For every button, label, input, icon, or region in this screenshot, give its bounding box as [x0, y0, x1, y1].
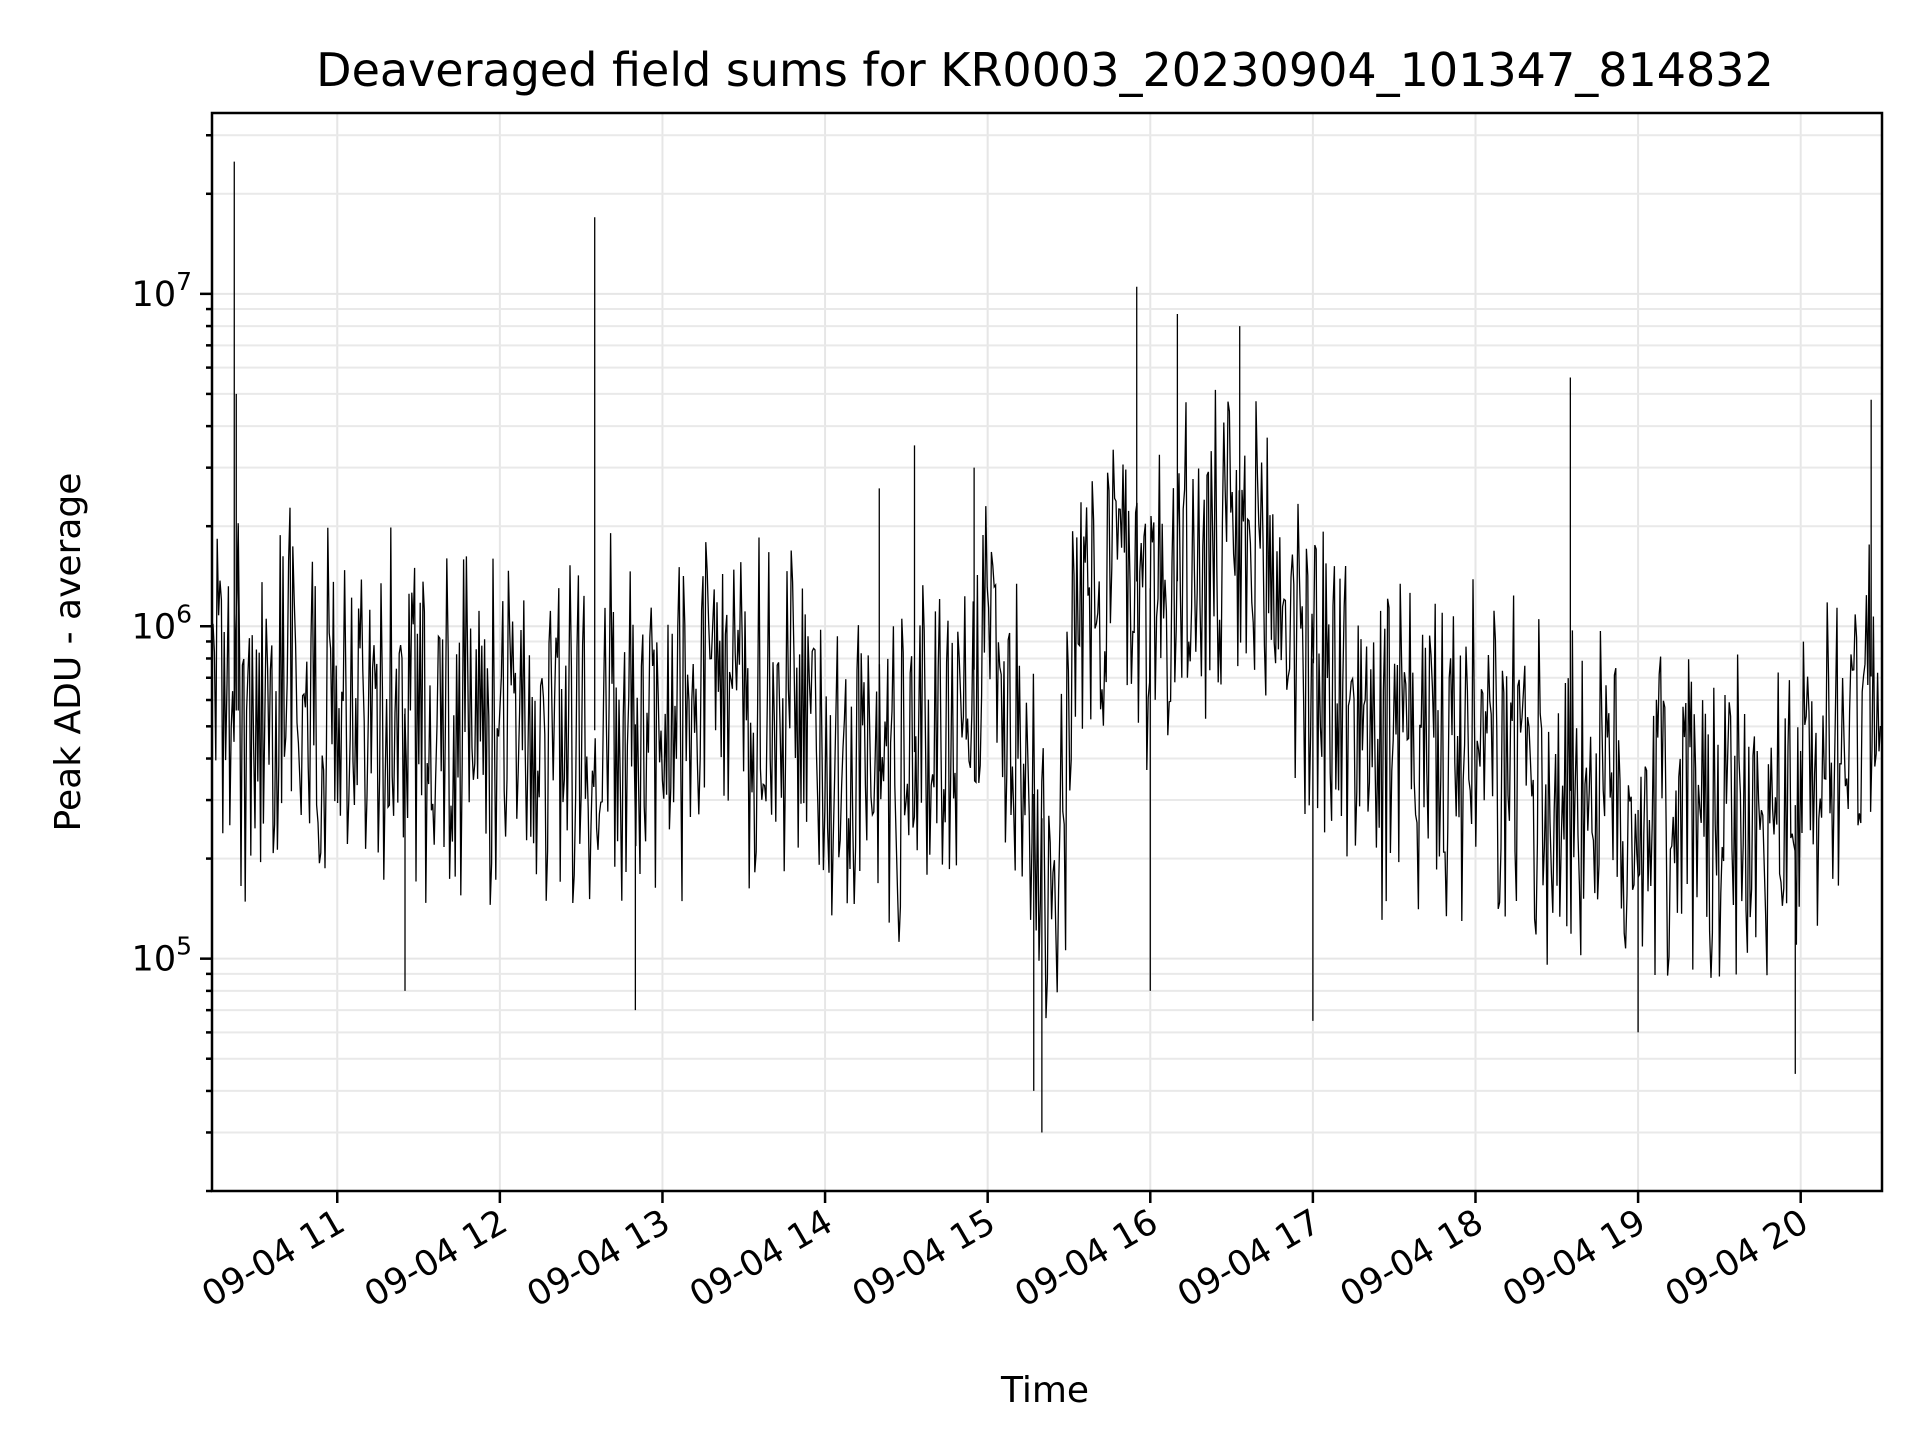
series-layer	[212, 161, 1882, 1133]
y-axis-label: Peak ADU - average	[48, 473, 89, 832]
chart-title: Deaveraged field sums for KR0003_2023090…	[316, 43, 1774, 97]
series-line	[212, 389, 1882, 1019]
y-tick-label: 105	[132, 932, 192, 980]
y-axis-ticks: 105 106 107	[132, 134, 212, 1193]
x-axis-label: Time	[1000, 1370, 1089, 1411]
y-tick-label: 106	[132, 599, 192, 647]
plot-frame	[210, 111, 1884, 1193]
y-tick-label: 107	[132, 267, 192, 315]
